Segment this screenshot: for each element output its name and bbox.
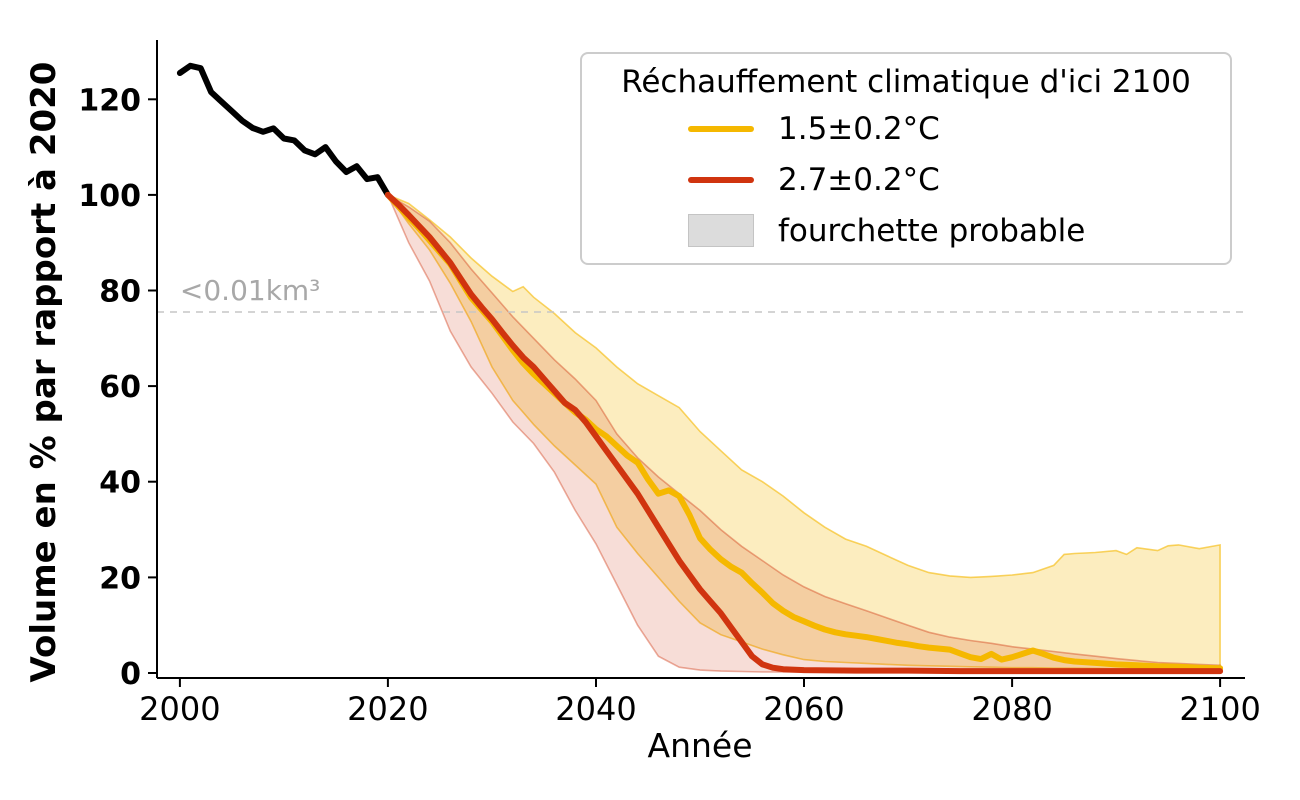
x-axis-label: Année — [647, 726, 753, 765]
x-tick-label: 2100 — [1179, 690, 1260, 728]
y-axis-label: Volume en % par rapport à 2020 — [24, 61, 64, 683]
legend-entry-label: 2.7±0.2°C — [778, 161, 940, 198]
legend-line-swatch-red — [688, 176, 754, 183]
y-axis-ticks: 0 20 40 60 80 100 120 — [78, 83, 157, 692]
legend-line-swatch-yellow — [688, 125, 754, 132]
band-fourchette-probable-1.5-C — [385, 193, 1221, 670]
y-tick-label: 120 — [78, 83, 141, 118]
legend-entry-label: fourchette probable — [778, 212, 1086, 249]
legend: Réchauffement climatique d'ici 2100 1.5±… — [580, 52, 1232, 265]
threshold-annotation: <0.01km³ — [180, 274, 321, 307]
y-tick-label: 40 — [99, 466, 141, 501]
x-tick-label: 2000 — [139, 690, 220, 728]
legend-entry-band: fourchette probable — [582, 205, 1230, 256]
legend-entry-2-7C: 2.7±0.2°C — [582, 154, 1230, 205]
series-line-1.5-0.2-C — [384, 191, 1224, 672]
x-axis-ticks: 2000 2020 2040 2060 2080 2100 — [139, 678, 1261, 728]
y-tick-label: 20 — [99, 561, 141, 596]
legend-entry-1-5C: 1.5±0.2°C — [582, 103, 1230, 154]
series-line-2.7-0.2-C — [384, 191, 1224, 675]
series-line-historique — [176, 62, 391, 198]
y-tick-label: 60 — [99, 370, 141, 405]
x-tick-label: 2060 — [763, 690, 844, 728]
legend-patch-swatch-gray — [688, 214, 754, 247]
y-tick-label: 100 — [78, 179, 141, 214]
data-series-lines — [176, 62, 1224, 675]
uncertainty-bands — [385, 192, 1221, 673]
x-tick-label: 2020 — [347, 690, 428, 728]
legend-title: Réchauffement climatique d'ici 2100 — [621, 64, 1191, 100]
y-tick-label: 0 — [120, 657, 141, 692]
x-tick-label: 2080 — [971, 690, 1052, 728]
y-tick-label: 80 — [99, 275, 141, 310]
legend-entry-label: 1.5±0.2°C — [778, 110, 940, 147]
x-tick-label: 2040 — [555, 690, 636, 728]
